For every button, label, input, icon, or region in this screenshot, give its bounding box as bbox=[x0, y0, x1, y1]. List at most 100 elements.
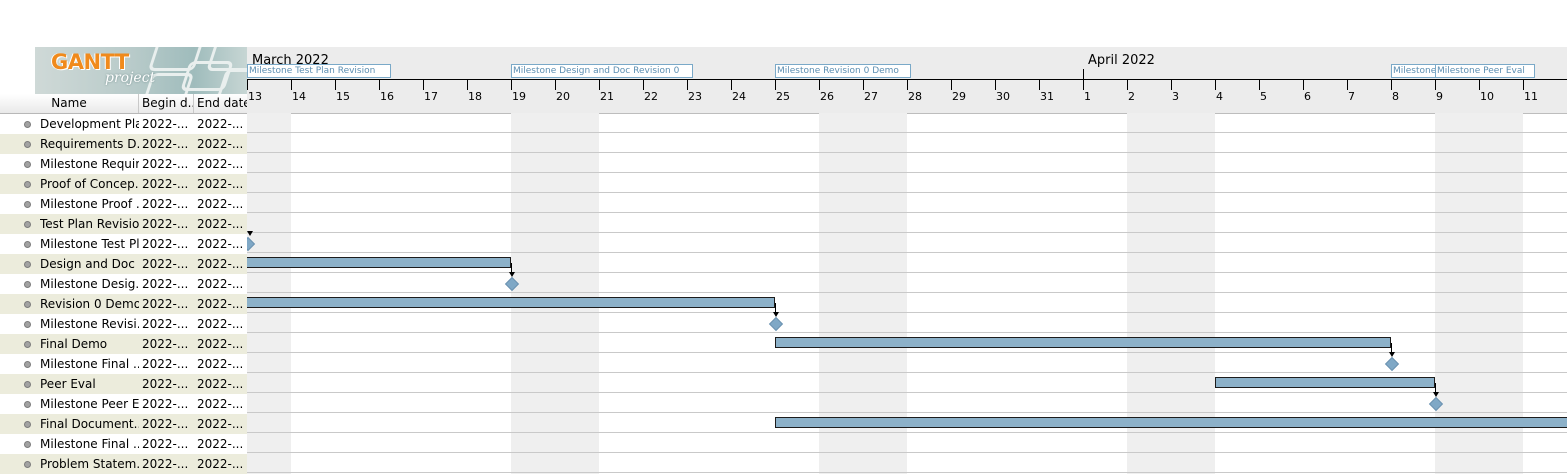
column-header-name[interactable]: Name bbox=[0, 94, 139, 113]
task-begin-cell: 2022-... bbox=[142, 117, 189, 131]
row-separator bbox=[247, 212, 1567, 213]
milestone-diamond-icon[interactable] bbox=[768, 316, 784, 332]
day-label: 8 bbox=[1392, 90, 1399, 103]
task-name-cell: Final Document... bbox=[40, 417, 139, 431]
table-row[interactable]: Development Plan2022-...2022-... bbox=[0, 114, 247, 134]
day-label: 5 bbox=[1260, 90, 1267, 103]
milestone-diamond-icon[interactable] bbox=[1384, 356, 1400, 372]
task-bullet-icon bbox=[0, 114, 40, 134]
day-tick bbox=[247, 79, 248, 90]
task-bar[interactable] bbox=[775, 417, 1567, 428]
dependency-line bbox=[1435, 383, 1436, 394]
gantt-chart[interactable]: 13 14 15 16 17 18 19 20 21 22 23 24 25 26 27 28 29 30 31 1 2… bbox=[247, 47, 1567, 474]
day-label: 3 bbox=[1172, 90, 1179, 103]
table-row[interactable]: Milestone Test Pl...2022-...2022-... bbox=[0, 234, 247, 254]
task-bullet-icon bbox=[0, 314, 40, 334]
day-tick bbox=[1435, 79, 1436, 90]
table-row[interactable]: Requirements D... 2022-... 2022-... bbox=[0, 134, 247, 154]
table-row[interactable]: Final Demo 2022-... 2022-... bbox=[0, 334, 247, 354]
table-row[interactable]: Milestone Desig... 2022-... 2022-... bbox=[0, 274, 247, 294]
task-name-cell: Proof of Concep... bbox=[40, 177, 139, 191]
weekend-column bbox=[511, 113, 555, 474]
logo-subtext: project bbox=[105, 70, 156, 86]
task-bullet-icon bbox=[0, 354, 40, 374]
task-bar[interactable] bbox=[247, 297, 775, 308]
day-label: 28 bbox=[908, 90, 922, 103]
row-separator bbox=[247, 152, 1567, 153]
task-begin-cell: 2022-... bbox=[142, 157, 189, 171]
task-end-cell: 2022-... bbox=[197, 137, 244, 151]
day-tick bbox=[511, 79, 512, 90]
day-label: 19 bbox=[512, 90, 526, 103]
task-name-cell: Peer Eval bbox=[40, 377, 96, 391]
task-begin-cell: 2022-... bbox=[142, 357, 189, 371]
task-bullet-icon bbox=[0, 174, 40, 194]
task-begin-cell: 2022-... bbox=[142, 397, 189, 411]
task-name-cell: Development Plan bbox=[40, 117, 139, 131]
task-bar[interactable] bbox=[1215, 377, 1435, 388]
column-header-begin-date[interactable]: Begin d... bbox=[139, 94, 194, 113]
table-row[interactable]: Milestone Revisi... 2022-... 2022-... bbox=[0, 314, 247, 334]
day-label: 31 bbox=[1040, 90, 1054, 103]
task-name-cell: Milestone Test Pl... bbox=[40, 237, 139, 251]
table-row[interactable]: Test Plan Revision 2022-... 2022-... bbox=[0, 214, 247, 234]
column-header-end-date[interactable]: End date bbox=[197, 96, 247, 110]
day-label: 9 bbox=[1436, 90, 1443, 103]
task-bullet-icon bbox=[0, 154, 40, 174]
day-tick bbox=[1523, 79, 1524, 90]
task-begin-cell: 2022-... bbox=[142, 137, 189, 151]
row-separator bbox=[247, 132, 1567, 133]
table-row[interactable]: Peer Eval 2022-... 2022-... bbox=[0, 374, 247, 394]
logo-text: GANTT bbox=[51, 50, 129, 74]
milestone-flag[interactable]: Milestone bbox=[1391, 64, 1439, 78]
row-separator bbox=[247, 332, 1567, 333]
day-label: 15 bbox=[336, 90, 350, 103]
milestone-flag[interactable]: Milestone Revision 0 Demo bbox=[775, 64, 911, 78]
row-separator bbox=[247, 192, 1567, 193]
task-begin-cell: 2022-... bbox=[142, 177, 189, 191]
task-bullet-icon bbox=[0, 274, 40, 294]
weekend-column bbox=[1435, 113, 1479, 474]
ganttproject-logo: GANTT project bbox=[35, 47, 247, 94]
day-label: 22 bbox=[644, 90, 658, 103]
day-label: 1 bbox=[1084, 90, 1091, 103]
row-separator bbox=[247, 232, 1567, 233]
task-end-cell: 2022-... bbox=[197, 217, 244, 231]
table-row[interactable]: Milestone Peer E...2022-...2022-... bbox=[0, 394, 247, 414]
table-row[interactable]: Final Document... 2022-... 2022-... bbox=[0, 414, 247, 434]
task-bar[interactable] bbox=[775, 337, 1391, 348]
day-label: 17 bbox=[424, 90, 438, 103]
task-name-cell: Milestone Final ... bbox=[40, 357, 139, 371]
milestone-flag[interactable]: Milestone Design and Doc Revision 0 bbox=[511, 64, 693, 78]
task-begin-cell: 2022-... bbox=[142, 317, 189, 331]
day-tick bbox=[379, 79, 380, 90]
task-bullet-icon bbox=[0, 254, 40, 274]
day-tick bbox=[1039, 79, 1040, 90]
task-bar[interactable] bbox=[247, 257, 511, 268]
milestone-flag[interactable]: Milestone Test Plan Revision bbox=[247, 64, 391, 78]
task-name-cell: Final Demo bbox=[40, 337, 108, 351]
task-begin-cell: 2022-... bbox=[142, 417, 189, 431]
milestone-flag[interactable]: Milestone Peer Eval bbox=[1435, 64, 1535, 78]
table-row[interactable]: Proof of Concep... 2022-... 2022-... bbox=[0, 174, 247, 194]
weekend-column bbox=[555, 113, 599, 474]
weekend-column bbox=[1171, 113, 1215, 474]
day-label: 29 bbox=[952, 90, 966, 103]
table-row[interactable]: Milestone Requir...2022-...2022-... bbox=[0, 154, 247, 174]
day-label: 20 bbox=[556, 90, 570, 103]
task-begin-cell: 2022-... bbox=[142, 457, 189, 471]
day-label: 26 bbox=[820, 90, 834, 103]
task-bullet-icon bbox=[0, 134, 40, 154]
table-row[interactable]: Revision 0 Demo 2022-... 2022-... bbox=[0, 294, 247, 314]
day-label: 25 bbox=[776, 90, 790, 103]
table-row[interactable]: Milestone Final ... 2022-... 2022-... bbox=[0, 354, 247, 374]
day-tick bbox=[423, 79, 424, 90]
table-row[interactable]: Design and Doc ...2022-...2022-... bbox=[0, 254, 247, 274]
task-end-cell: 2022-... bbox=[197, 397, 244, 411]
task-name-cell: Design and Doc ... bbox=[40, 257, 139, 271]
table-row[interactable]: Problem Statem... 2022-... 2022-... bbox=[0, 454, 247, 474]
table-row[interactable]: Milestone Final ... 2022-... 2022-... bbox=[0, 434, 247, 454]
table-row[interactable]: Milestone Proof ... 2022-... 2022-... bbox=[0, 194, 247, 214]
task-end-cell: 2022-... bbox=[197, 297, 244, 311]
task-begin-cell: 2022-... bbox=[142, 377, 189, 391]
